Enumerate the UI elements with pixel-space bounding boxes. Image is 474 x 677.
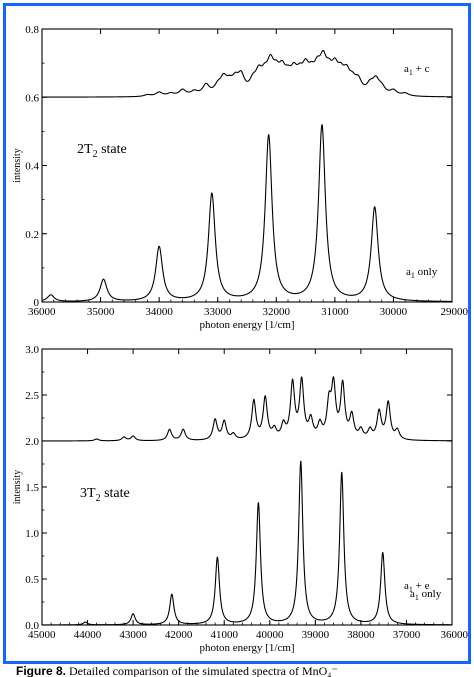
panel1-xtick-label: 35000 <box>87 306 115 318</box>
panel1-xtick-label: 29000 <box>441 306 469 318</box>
panel1-ylabel: intensity <box>12 148 23 182</box>
panel1-xtick-label: 32000 <box>263 306 291 318</box>
panel1-xtick-label: 31000 <box>321 306 349 318</box>
panel2-ytick-label: 1.0 <box>25 528 39 540</box>
panel2-ytick-label: 3.0 <box>25 344 39 356</box>
panel2-ylabel: intensity <box>12 470 23 504</box>
panel1-ytick-label: 0.4 <box>25 161 39 173</box>
panel2-xtick-label: 43000 <box>119 629 147 641</box>
panel2-series-2-line <box>41 460 453 626</box>
panel1-plot-frame <box>41 28 453 303</box>
panel2-xtick-label: 39000 <box>302 629 330 641</box>
panel1-xlabel: photon energy [1/cm] <box>199 319 294 331</box>
panel2-ytick-label: 2.5 <box>25 390 39 402</box>
panel1-xtick-label: 33000 <box>204 306 232 318</box>
panel2-series-1-line <box>41 376 453 442</box>
panel1-series-2-line <box>41 124 452 302</box>
panel2-xlabel: photon energy [1/cm] <box>199 642 294 654</box>
caption-label: Figure 8. <box>16 665 67 677</box>
panel2-xtick-label: 40000 <box>256 629 284 641</box>
panel2-xtick-label: 45000 <box>28 629 56 641</box>
panel1-ytick-label: 0.8 <box>25 24 39 36</box>
panel2-xtick-label: 36000 <box>441 629 469 641</box>
panel1-ytick-label: 0.6 <box>25 92 39 104</box>
panel2-xtick-label: 38000 <box>347 629 375 641</box>
panel1-ytick-label: 0.2 <box>25 229 39 241</box>
panel1-xtick-label: 34000 <box>145 306 173 318</box>
panel1-ytick-label: 0 <box>34 297 40 309</box>
panel1-series-2-label: a1 only <box>406 266 438 280</box>
panel1-xtick-label: 36000 <box>28 306 56 318</box>
panel2-xtick-label: 44000 <box>74 629 102 641</box>
figure-caption: Figure 8. Detailed comparison of the sim… <box>16 665 471 677</box>
panel2-state-label: 3T2 state <box>80 486 130 504</box>
panel1-series-1-line <box>41 49 452 98</box>
panel2-series-2-label: a1 only <box>410 588 442 602</box>
panel2-xtick-label: 42000 <box>165 629 193 641</box>
panel2-xtick-label: 41000 <box>210 629 238 641</box>
panel2-series-1-label: a1 + e <box>404 580 430 594</box>
panel1-state-label: 2T2 state <box>77 142 127 160</box>
panel2-ytick-label: 2.0 <box>25 436 39 448</box>
panel2-ytick-label: 0.5 <box>25 574 39 586</box>
figure-frame <box>3 3 471 664</box>
panel1-series-1-label: a1 + c <box>404 63 430 77</box>
panel2-ytick-label: 0.0 <box>25 620 39 632</box>
caption-text: Detailed comparison of the simulated spe… <box>69 665 338 677</box>
panel2-ytick-label: 1.5 <box>25 482 39 494</box>
panel2-xtick-label: 37000 <box>393 629 421 641</box>
panel1-xtick-label: 30000 <box>380 306 408 318</box>
